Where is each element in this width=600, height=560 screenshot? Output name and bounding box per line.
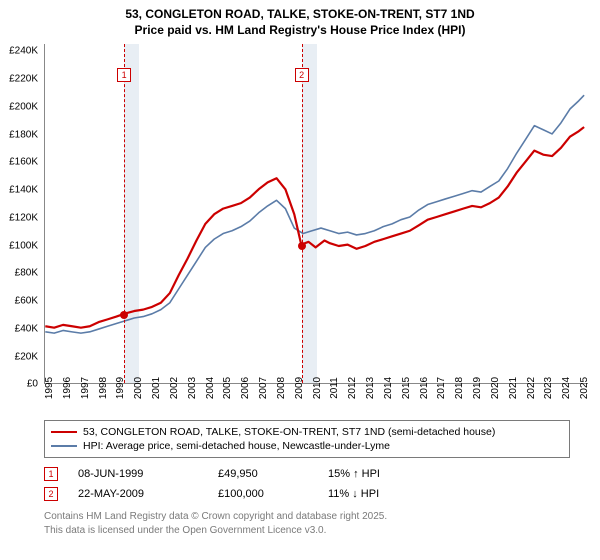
x-tick-label: 2025 xyxy=(579,377,590,399)
sale-delta: 15% ↑ HPI xyxy=(328,468,428,480)
x-tick-label: 2021 xyxy=(508,377,519,399)
sale-dot-icon xyxy=(120,311,128,319)
footer-line2: This data is licensed under the Open Gov… xyxy=(44,524,570,538)
legend-row-subject: 53, CONGLETON ROAD, TALKE, STOKE-ON-TREN… xyxy=(51,425,563,439)
y-tick-label: £100K xyxy=(9,240,38,251)
y-tick-label: £240K xyxy=(9,46,38,57)
y-axis: £0£20K£40K£60K£80K£100K£120K£140K£160K£1… xyxy=(0,44,42,384)
sale-marker-icon: 2 xyxy=(44,487,58,501)
x-tick-label: 2012 xyxy=(347,377,358,399)
x-tick-label: 2011 xyxy=(329,378,340,400)
x-tick-label: 2013 xyxy=(365,377,376,399)
x-tick-label: 2010 xyxy=(312,377,323,399)
sale-delta: 11% ↓ HPI xyxy=(328,488,428,500)
x-tick-label: 1995 xyxy=(44,377,55,399)
x-tick-label: 2003 xyxy=(187,377,198,399)
x-tick-label: 2022 xyxy=(526,377,537,399)
chart-title: 53, CONGLETON ROAD, TALKE, STOKE-ON-TREN… xyxy=(0,0,600,40)
title-line1: 53, CONGLETON ROAD, TALKE, STOKE-ON-TREN… xyxy=(10,6,590,22)
x-tick-label: 2007 xyxy=(258,377,269,399)
y-tick-label: £180K xyxy=(9,129,38,140)
sale-price: £49,950 xyxy=(218,468,308,480)
sale-marker-icon: 1 xyxy=(44,467,58,481)
x-tick-label: 1997 xyxy=(80,377,91,399)
legend-swatch-hpi xyxy=(51,445,77,447)
x-tick-label: 2006 xyxy=(240,377,251,399)
x-tick-label: 2005 xyxy=(222,377,233,399)
x-tick-label: 2000 xyxy=(133,377,144,399)
legend-swatch-subject xyxy=(51,431,77,433)
x-tick-label: 1999 xyxy=(115,377,126,399)
legend-label-subject: 53, CONGLETON ROAD, TALKE, STOKE-ON-TREN… xyxy=(83,426,495,438)
y-tick-label: £140K xyxy=(9,185,38,196)
x-tick-label: 2024 xyxy=(561,377,572,399)
x-tick-label: 2014 xyxy=(383,377,394,399)
sale-row: 2 22-MAY-2009 £100,000 11% ↓ HPI xyxy=(44,484,570,504)
x-axis: 1995199619971998199920002001200220032004… xyxy=(44,384,588,418)
legend-label-hpi: HPI: Average price, semi-detached house,… xyxy=(83,440,390,452)
x-tick-label: 2001 xyxy=(151,377,162,399)
y-tick-label: £40K xyxy=(15,323,38,334)
x-tick-label: 2015 xyxy=(401,377,412,399)
x-tick-label: 2019 xyxy=(472,377,483,399)
y-tick-label: £60K xyxy=(15,296,38,307)
y-tick-label: £220K xyxy=(9,74,38,85)
y-tick-label: £80K xyxy=(15,268,38,279)
footer-line1: Contains HM Land Registry data © Crown c… xyxy=(44,510,570,524)
legend-row-hpi: HPI: Average price, semi-detached house,… xyxy=(51,439,563,453)
x-tick-label: 2008 xyxy=(276,377,287,399)
title-line2: Price paid vs. HM Land Registry's House … xyxy=(10,22,590,38)
sale-marker-icon: 2 xyxy=(295,68,309,82)
x-tick-label: 2004 xyxy=(205,377,216,399)
plot-area: 12 xyxy=(44,44,588,384)
y-tick-label: £120K xyxy=(9,212,38,223)
sale-date: 22-MAY-2009 xyxy=(78,488,198,500)
sale-table: 1 08-JUN-1999 £49,950 15% ↑ HPI 2 22-MAY… xyxy=(44,464,570,504)
y-tick-label: £0 xyxy=(27,379,38,390)
x-tick-label: 2002 xyxy=(169,377,180,399)
x-tick-label: 1998 xyxy=(98,377,109,399)
x-tick-label: 2020 xyxy=(490,377,501,399)
y-tick-label: £200K xyxy=(9,101,38,112)
x-tick-label: 2018 xyxy=(454,377,465,399)
x-tick-label: 2009 xyxy=(294,377,305,399)
sale-dot-icon xyxy=(298,242,306,250)
y-tick-label: £160K xyxy=(9,157,38,168)
x-tick-label: 2023 xyxy=(543,377,554,399)
y-tick-label: £20K xyxy=(15,351,38,362)
sale-price: £100,000 xyxy=(218,488,308,500)
line-layer xyxy=(45,44,588,383)
sale-row: 1 08-JUN-1999 £49,950 15% ↑ HPI xyxy=(44,464,570,484)
chart: £0 £20K £40K £60K £80K £100K £120K £140K £160K £1… xyxy=(0,40,600,418)
sale-date: 08-JUN-1999 xyxy=(78,468,198,480)
attribution-footer: Contains HM Land Registry data © Crown c… xyxy=(44,510,570,537)
legend: 53, CONGLETON ROAD, TALKE, STOKE-ON-TREN… xyxy=(44,420,570,458)
x-tick-label: 2017 xyxy=(436,377,447,399)
x-tick-label: 1996 xyxy=(62,377,73,399)
x-tick-label: 2016 xyxy=(419,377,430,399)
sale-marker-icon: 1 xyxy=(117,68,131,82)
